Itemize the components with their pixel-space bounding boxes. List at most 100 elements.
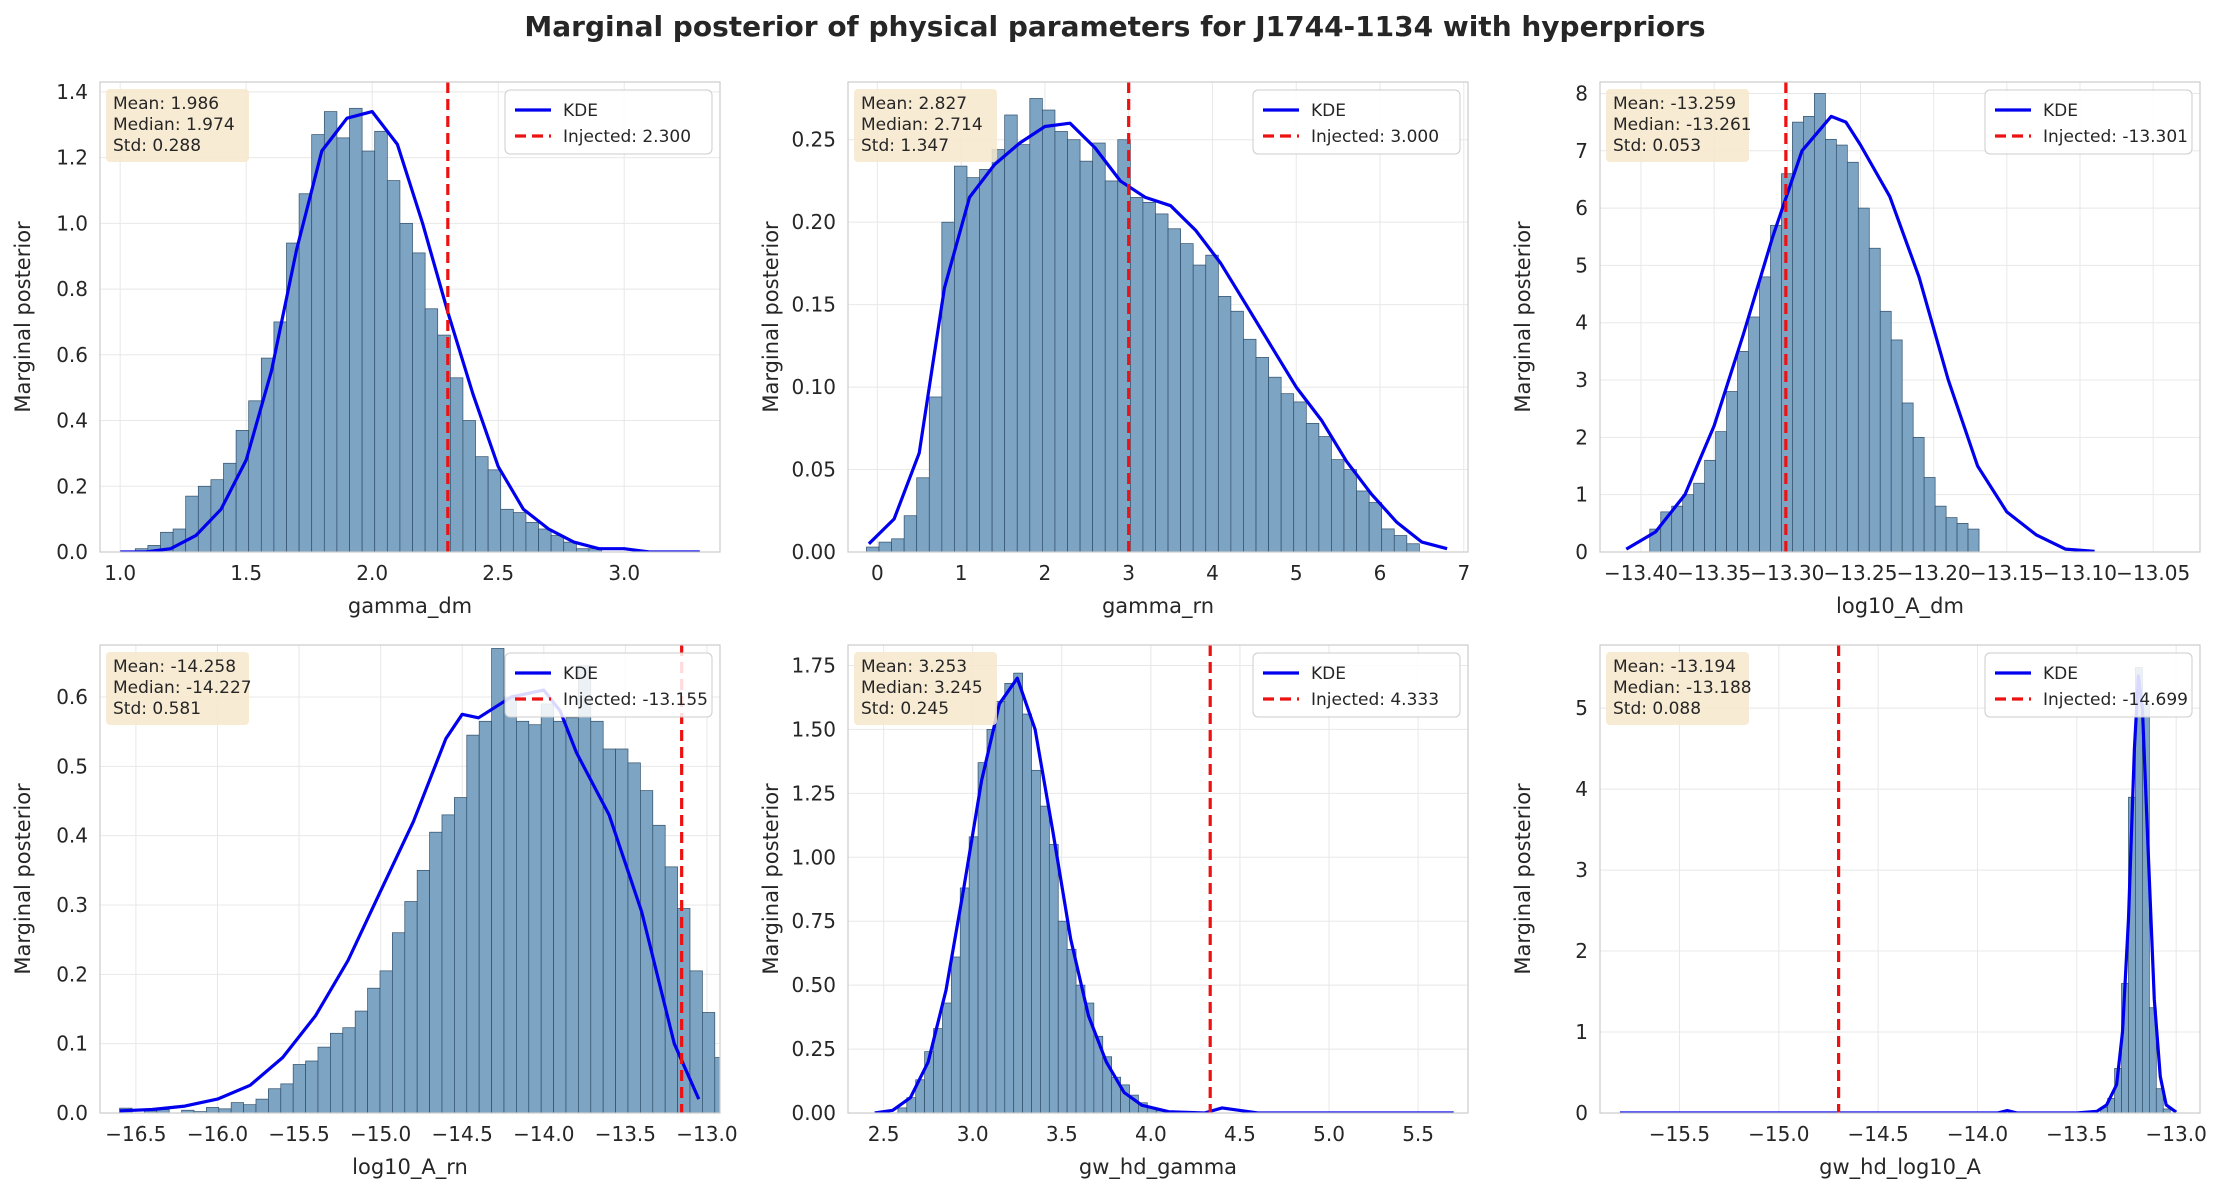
histogram-bar [1814, 93, 1826, 552]
legend-injected-label: Injected: 3.000 [1311, 127, 1439, 147]
y-tick-label: 4 [1575, 777, 1588, 801]
plot-area [120, 82, 700, 552]
legend-background [1252, 89, 1461, 155]
histogram-bar [206, 1107, 220, 1113]
histogram-bar [1868, 247, 1881, 552]
stats-text: Std: 0.581 [113, 699, 201, 719]
y-tick-label: 7 [1575, 139, 1588, 163]
y-tick-label: 1.50 [791, 717, 836, 741]
x-tick-label: 3.0 [957, 1122, 989, 1146]
x-tick-label: 4 [1206, 561, 1219, 585]
x-tick-label: 5.0 [1313, 1122, 1345, 1146]
y-axis-label: Marginal posterior [11, 221, 35, 413]
histogram-bar [1268, 376, 1282, 552]
histogram-bar [538, 528, 552, 552]
y-tick-label: 4 [1575, 311, 1588, 335]
histogram-bar [361, 150, 376, 552]
histogram-bar [235, 430, 250, 552]
stats-text: Mean: -13.194 [1613, 657, 1736, 677]
y-tick-label: 0.6 [56, 685, 88, 709]
histogram-bar [1004, 683, 1015, 1113]
x-axis-label: log10_A_dm [1836, 594, 1964, 619]
legend-background [1984, 652, 2193, 718]
x-tick-label: −16.0 [187, 1122, 248, 1146]
legend: KDE Injected: -13.301 [1984, 89, 2193, 155]
legend-kde-label: KDE [563, 101, 598, 121]
histogram-bar [950, 956, 961, 1113]
histogram-bar [1057, 920, 1068, 1113]
stats-text: Median: -13.188 [1613, 678, 1752, 698]
x-tick-label: −13.20 [1897, 561, 1971, 585]
histogram-bar [942, 1002, 952, 1113]
stats-text: Std: 0.088 [1613, 699, 1701, 719]
stats-text: Std: 0.053 [1613, 136, 1701, 156]
histogram-bar [218, 1108, 232, 1113]
histogram-bar [1901, 402, 1914, 552]
histogram-bar [897, 1107, 908, 1113]
histogram-bar [1042, 109, 1056, 552]
x-tick-label: 0 [871, 561, 884, 585]
y-tick-label: 3 [1575, 858, 1588, 882]
histogram-bar [336, 137, 350, 552]
histogram-bar [602, 748, 616, 1113]
y-tick-label: 0.3 [56, 893, 88, 917]
x-tick-label: 2.5 [482, 561, 514, 585]
histogram-bar [449, 377, 464, 552]
x-tick-label: −15.5 [268, 1122, 329, 1146]
kde-line [120, 109, 700, 552]
x-tick-label: −14.5 [1847, 1122, 1908, 1146]
histogram-bar [412, 252, 426, 552]
subplot-5: 2.5 3.0 3.5 4.0 4.5 5.0 5.5 0.00 0.25 0.50 0.75 1.0… [759, 644, 1469, 1180]
histogram-bar [317, 1046, 331, 1113]
x-axis-label: gw_hd_gamma [1079, 1155, 1237, 1180]
legend-injected-label: Injected: -13.301 [2043, 127, 2188, 147]
histogram-bar [1243, 338, 1257, 552]
legend-kde-label: KDE [563, 664, 598, 684]
histogram-bar [1726, 391, 1738, 552]
y-tick-label: 0.0 [56, 1101, 88, 1125]
x-tick-label: 2 [1039, 561, 1052, 585]
y-tick-label: 2 [1575, 425, 1588, 449]
plot-frame [99, 644, 721, 1114]
histogram-bar [478, 720, 492, 1113]
histogram-bar [1318, 436, 1332, 552]
histogram-bar [677, 908, 691, 1113]
histogram-bar [1079, 160, 1093, 552]
legend-background [504, 652, 713, 718]
kde-line [867, 121, 1448, 551]
histogram-bar [1835, 144, 1848, 552]
histogram-bar [342, 1027, 356, 1113]
histogram-bar [416, 869, 430, 1113]
y-tick-label: 0.0 [56, 540, 88, 564]
y-tick-label: 1.75 [791, 653, 836, 677]
stats-text: Mean: 3.253 [861, 657, 967, 677]
plot-area [874, 645, 1454, 1113]
y-tick-label: 0.2 [56, 962, 88, 986]
histogram-bar [512, 512, 527, 552]
histogram-bar [1167, 228, 1181, 552]
x-tick-label: −13.10 [2043, 561, 2117, 585]
histogram-bar [2162, 1108, 2171, 1113]
histogram-bar [379, 970, 393, 1113]
x-tick-label: −13.5 [2046, 1122, 2107, 1146]
histogram-bar [590, 720, 604, 1113]
histogram-bar [1912, 437, 1925, 552]
x-tick-label: 3 [1122, 561, 1135, 585]
x-tick-label: 3.0 [608, 561, 640, 585]
y-tick-label: 0.05 [791, 458, 836, 482]
stats-box-background [106, 652, 249, 725]
legend: KDE Injected: -14.699 [1984, 652, 2193, 718]
y-tick-label: 1.25 [791, 781, 836, 805]
histogram-bar [1923, 477, 1936, 552]
histogram-bar [1155, 213, 1169, 552]
x-tick-label: −13.25 [1823, 561, 1897, 585]
histogram-bar [1934, 505, 1947, 552]
histogram-bar [968, 836, 979, 1113]
histogram-bar [550, 535, 565, 552]
x-tick-label: −14.0 [1947, 1122, 2008, 1146]
y-axis-label: Marginal posterior [759, 783, 783, 975]
histogram-bar [424, 308, 439, 552]
